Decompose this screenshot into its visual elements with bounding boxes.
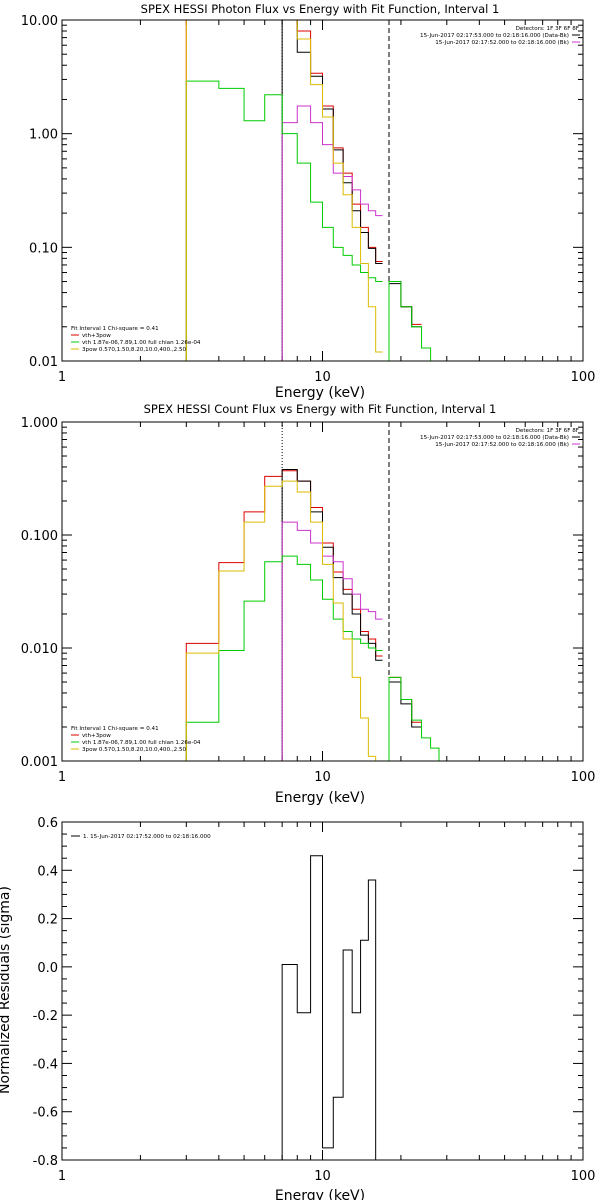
y-tick-label: 0.100 xyxy=(21,529,58,544)
time-interval-label: 15-Jun-2017 02:17:53.000 to 02:18:16.000… xyxy=(420,435,569,441)
y-tick-label: 0.2 xyxy=(37,913,58,928)
series-line xyxy=(185,80,439,361)
y-tick-label: 0.10 xyxy=(29,241,58,256)
photon-flux-panel: SPEX HESSI Photon Flux vs Energy with Fi… xyxy=(21,2,596,401)
y-tick-label: 1.000 xyxy=(21,416,58,431)
legend-entry: vth+3pow xyxy=(82,333,111,339)
y-tick-label: -0.6 xyxy=(33,1106,58,1121)
photon-flux-xlabel: Energy (keV) xyxy=(275,385,365,401)
legend-entry: 1. 15-Jun-2017 02:17:52.000 to 02:18:16.… xyxy=(83,834,211,840)
legend-entry: vth 1.87e-06,7.89,1.00 full chian 1.26e-… xyxy=(82,340,201,346)
y-tick-label: -0.4 xyxy=(33,1057,58,1072)
y-tick-label: 0.01 xyxy=(29,355,58,370)
series-line xyxy=(281,521,383,761)
y-tick-label: 0.010 xyxy=(21,642,58,657)
plot-frame xyxy=(61,19,584,362)
fit-info-header: Fit Interval 1 Chi-square = 0.41 xyxy=(71,726,159,732)
series-group xyxy=(185,20,439,361)
time-interval-label: 15-Jun-2017 02:17:52.000 to 02:18:16.000… xyxy=(435,442,569,448)
x-tick-label: 100 xyxy=(571,1169,596,1184)
series-line xyxy=(185,20,422,361)
series-line xyxy=(281,855,377,1160)
x-tick-label: 10 xyxy=(314,1169,331,1184)
plot-frame xyxy=(61,421,584,762)
x-tick-label: 10 xyxy=(314,370,331,385)
time-interval-label: 15-Jun-2017 02:17:52.000 to 02:18:16.000… xyxy=(435,40,569,46)
x-tick-label: 100 xyxy=(571,370,596,385)
count-flux-title: SPEX HESSI Count Flux vs Energy with Fit… xyxy=(144,402,497,416)
legend-entry: 3pow 0.570,1.50,8.20,10.0,400.,2.50 xyxy=(82,747,187,753)
y-tick-label: 0.6 xyxy=(37,816,58,831)
y-tick-label: 0.001 xyxy=(21,755,58,770)
legend-entry: 3pow 0.570,1.50,8.20,10.0,400.,2.50 xyxy=(82,347,187,353)
count-flux-xlabel: Energy (keV) xyxy=(275,790,365,806)
x-tick-label: 10 xyxy=(314,770,331,785)
residuals-xlabel: Energy (keV) xyxy=(275,1188,365,1200)
y-tick-label: 0.0 xyxy=(37,961,58,976)
series-line xyxy=(281,468,422,761)
y-tick-label: 1.00 xyxy=(29,128,58,143)
series-line xyxy=(185,555,447,761)
y-tick-label: 10.00 xyxy=(21,14,58,29)
detectors-label: Detectors: 1F 3F 6F 8F xyxy=(516,428,579,434)
x-tick-label: 100 xyxy=(571,770,596,785)
series-line xyxy=(281,20,422,361)
photon-flux-title: SPEX HESSI Photon Flux vs Energy with Fi… xyxy=(141,2,500,16)
residuals-panel: Energy (keV) Normalized Residuals (sigma… xyxy=(0,816,595,1200)
series-line xyxy=(185,20,383,361)
y-tick-label: -0.8 xyxy=(33,1154,58,1169)
x-tick-label: 1 xyxy=(58,1169,66,1184)
series-line xyxy=(185,480,383,761)
legend-entry: vth 1.87e-06,7.89,1.00 full chian 1.26e-… xyxy=(82,740,201,746)
fit-info-header: Fit Interval 1 Chi-square = 0.41 xyxy=(71,326,159,332)
series-group xyxy=(185,468,447,761)
time-interval-label: 15-Jun-2017 02:17:53.000 to 02:18:16.000… xyxy=(420,33,569,39)
plot-frame xyxy=(61,821,584,1161)
residuals-ylabel: Normalized Residuals (sigma) xyxy=(0,886,13,1094)
x-tick-label: 1 xyxy=(58,770,66,785)
series-group xyxy=(281,855,377,1160)
count-flux-panel: SPEX HESSI Count Flux vs Energy with Fit… xyxy=(21,402,596,806)
series-line xyxy=(185,470,422,761)
y-tick-label: -0.2 xyxy=(33,1009,58,1024)
y-tick-label: 0.4 xyxy=(37,864,58,879)
legend-entry: vth+3pow xyxy=(82,733,111,739)
detectors-label: Detectors: 1F 3F 6F 8F xyxy=(516,26,579,32)
x-tick-label: 1 xyxy=(58,370,66,385)
